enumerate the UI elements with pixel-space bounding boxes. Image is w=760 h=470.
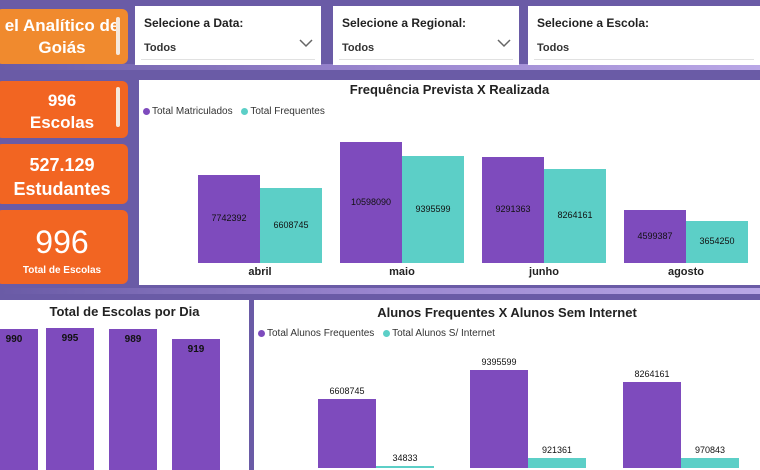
bar-label-internet-2-sem-internet: 921361 — [541, 445, 573, 455]
kpi-total-card: 996 Total de Escolas — [0, 210, 128, 284]
bar-junho-matriculados — [482, 157, 544, 263]
bar-agosto-matriculados — [624, 210, 686, 263]
bar-internet-1-frequentes — [318, 399, 376, 468]
filter-data-underline — [141, 59, 315, 60]
kpi-estudantes-card: 527.129 Estudantes — [0, 144, 128, 204]
bar-maio-matriculados — [340, 142, 402, 263]
chart-internet-plot: 6608745 34833 9395599 921361 8264161 970843 — [254, 300, 760, 470]
bar-dia-1 — [0, 329, 38, 470]
kpi-escolas-value: 996 — [47, 91, 77, 110]
bar-label-abril-frequentes: 6608745 — [273, 219, 309, 230]
chart-frequencia-title: Frequência Prevista X Realizada — [349, 82, 550, 97]
kpi-escolas-card: 996 Escolas — [0, 81, 128, 138]
legend-label-matriculados: Total Matriculados — [152, 106, 233, 117]
dashboard-title-line2: Goiás — [38, 38, 86, 57]
bar-internet-1-sem-internet — [376, 466, 434, 468]
bar-agosto-frequentes — [686, 221, 748, 263]
chart-escolas-dia-panel: Total de Escolas por Dia 990 995 989 919 — [0, 300, 249, 470]
kpi-total-label: Total de Escolas — [22, 265, 102, 276]
bar-maio-frequentes — [402, 156, 464, 263]
bar-junho-frequentes — [544, 169, 606, 263]
bar-label-abril-matriculados: 7742392 — [211, 213, 247, 223]
bar-label-junho-matriculados: 9291363 — [495, 204, 531, 214]
category-label-maio: maio — [389, 266, 415, 278]
bar-label-agosto-matriculados: 4599387 — [637, 230, 673, 241]
bar-label-dia-4: 919 — [187, 344, 205, 355]
legend-dot-purple — [143, 107, 150, 115]
bar-label-dia-1: 990 — [5, 334, 23, 345]
legend-item-sem-internet: Total Alunos S/ Internet — [383, 328, 495, 339]
divider-stripe-top — [0, 64, 760, 70]
kpi-estudantes-value: 527.129 — [29, 155, 95, 175]
chart-frequencia-panel: Frequência Prevista X Realizada Total Ma… — [139, 80, 760, 285]
bar-label-maio-frequentes: 9395599 — [415, 203, 451, 214]
chart-escolas-dia-plot: 990 995 989 919 — [0, 300, 249, 470]
dashboard-title-tile: el Analítico de Goiás — [0, 9, 128, 64]
bar-abril-matriculados — [198, 175, 260, 263]
bar-internet-3-frequentes — [623, 382, 681, 468]
category-label-abril: abril — [248, 266, 272, 278]
chart-internet-panel: Alunos Frequentes X Alunos Sem Internet … — [254, 300, 760, 470]
chart-internet-legend: Total Alunos Frequentes Total Alunos S/ … — [258, 328, 501, 339]
bar-label-internet-1-frequentes: 6608745 — [329, 386, 365, 396]
kpi-escolas-label: Escolas — [29, 113, 95, 132]
bar-label-dia-3: 989 — [124, 334, 142, 345]
filter-regional-label: Selecione a Regional: — [342, 16, 467, 30]
kpi-estudantes-label: Estudantes — [13, 179, 111, 199]
divider-stripe-bottom — [0, 288, 760, 294]
chart-internet-title: Alunos Frequentes X Alunos Sem Internet — [377, 305, 637, 320]
bar-internet-2-frequentes — [470, 370, 528, 468]
kpi-accent-bar — [116, 87, 120, 127]
filter-escola-value[interactable]: Todos — [537, 42, 570, 54]
bar-dia-3 — [109, 329, 157, 470]
bar-label-dia-2: 995 — [61, 333, 79, 344]
bar-abril-frequentes — [260, 188, 322, 263]
title-tile-accent — [116, 17, 120, 55]
legend-dot-teal — [383, 329, 391, 337]
chart-escolas-dia-title: Total de Escolas por Dia — [49, 304, 200, 319]
legend-item-frequentes: Total Frequentes — [241, 106, 325, 117]
chart-frequencia-plot: 7742392 6608745 abril 10598090 9395599 maio 92… — [139, 80, 760, 285]
legend-dot-teal — [241, 107, 249, 115]
filter-regional-value[interactable]: Todos — [342, 42, 375, 54]
bar-label-internet-1-sem-internet: 34833 — [392, 453, 418, 463]
chevron-down-icon[interactable] — [497, 38, 511, 48]
category-label-junho: junho — [529, 266, 559, 278]
bar-label-maio-matriculados: 10598090 — [350, 196, 392, 207]
bar-label-internet-3-frequentes: 8264161 — [634, 369, 670, 379]
bar-dia-4 — [172, 339, 220, 470]
filter-escola-label: Selecione a Escola: — [537, 16, 650, 30]
bar-dia-2 — [46, 328, 94, 470]
filter-escola-underline — [534, 59, 754, 60]
legend-label-sem-internet: Total Alunos S/ Internet — [392, 328, 495, 339]
chevron-down-icon[interactable] — [299, 38, 313, 48]
bar-label-internet-3-sem-internet: 970843 — [694, 445, 726, 455]
filter-regional[interactable]: Selecione a Regional: Todos — [333, 6, 519, 65]
legend-dot-purple — [258, 329, 265, 337]
legend-item-matriculados: Total Matriculados — [143, 106, 233, 117]
bar-internet-3-sem-internet — [681, 458, 739, 468]
legend-label-frequentes: Total Frequentes — [250, 106, 325, 117]
bar-label-junho-frequentes: 8264161 — [557, 210, 593, 220]
legend-label-alunos-frequentes: Total Alunos Frequentes — [267, 328, 375, 339]
filter-data[interactable]: Selecione a Data: Todos — [135, 6, 321, 65]
kpi-total-value: 996 — [35, 224, 89, 260]
legend-item-alunos-frequentes: Total Alunos Frequentes — [258, 328, 374, 339]
bar-label-internet-2-frequentes: 9395599 — [481, 357, 517, 367]
bar-label-agosto-frequentes: 3654250 — [699, 236, 735, 246]
dashboard-title-line1: el Analítico de — [4, 16, 120, 35]
filter-regional-underline — [339, 59, 513, 60]
filter-escola[interactable]: Selecione a Escola: Todos — [528, 6, 760, 65]
bar-internet-2-sem-internet — [528, 458, 586, 468]
filter-data-label: Selecione a Data: — [144, 16, 244, 30]
filter-data-value[interactable]: Todos — [144, 42, 177, 54]
category-label-agosto: agosto — [667, 266, 705, 278]
chart-frequencia-legend: Total Matriculados Total Frequentes — [143, 106, 331, 117]
